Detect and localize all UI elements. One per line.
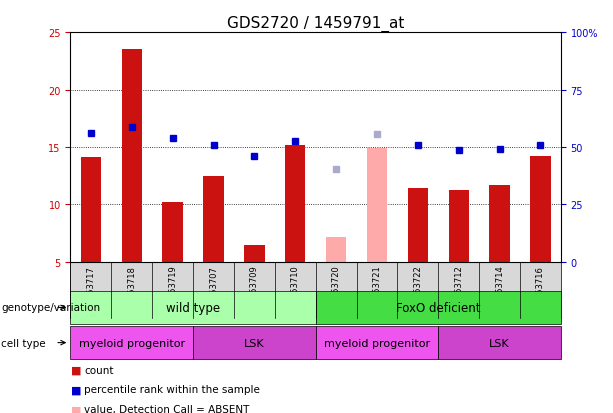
Bar	[326, 237, 346, 262]
Text: value, Detection Call = ABSENT: value, Detection Call = ABSENT	[84, 404, 249, 413]
Bar	[530, 157, 550, 262]
Bar	[121, 50, 142, 262]
Title: GDS2720 / 1459791_at: GDS2720 / 1459791_at	[227, 16, 405, 32]
Bar	[204, 176, 224, 262]
Text: LSK: LSK	[244, 338, 265, 348]
Bar	[285, 145, 305, 262]
Text: ■: ■	[70, 365, 81, 375]
Text: cell type: cell type	[1, 338, 46, 348]
Text: myeloid progenitor: myeloid progenitor	[78, 338, 185, 348]
Text: FoxO deficient: FoxO deficient	[396, 301, 481, 314]
Bar	[489, 185, 510, 262]
Bar	[367, 149, 387, 262]
Text: ■: ■	[70, 404, 81, 413]
Bar	[449, 190, 469, 262]
Text: percentile rank within the sample: percentile rank within the sample	[84, 385, 260, 394]
Text: ■: ■	[70, 385, 81, 394]
Bar	[408, 189, 428, 262]
Bar	[81, 158, 101, 262]
Bar	[162, 203, 183, 262]
Text: wild type: wild type	[166, 301, 220, 314]
Text: count: count	[84, 365, 113, 375]
Bar	[244, 245, 265, 262]
Text: LSK: LSK	[489, 338, 510, 348]
Text: genotype/variation: genotype/variation	[1, 303, 101, 313]
Text: myeloid progenitor: myeloid progenitor	[324, 338, 430, 348]
